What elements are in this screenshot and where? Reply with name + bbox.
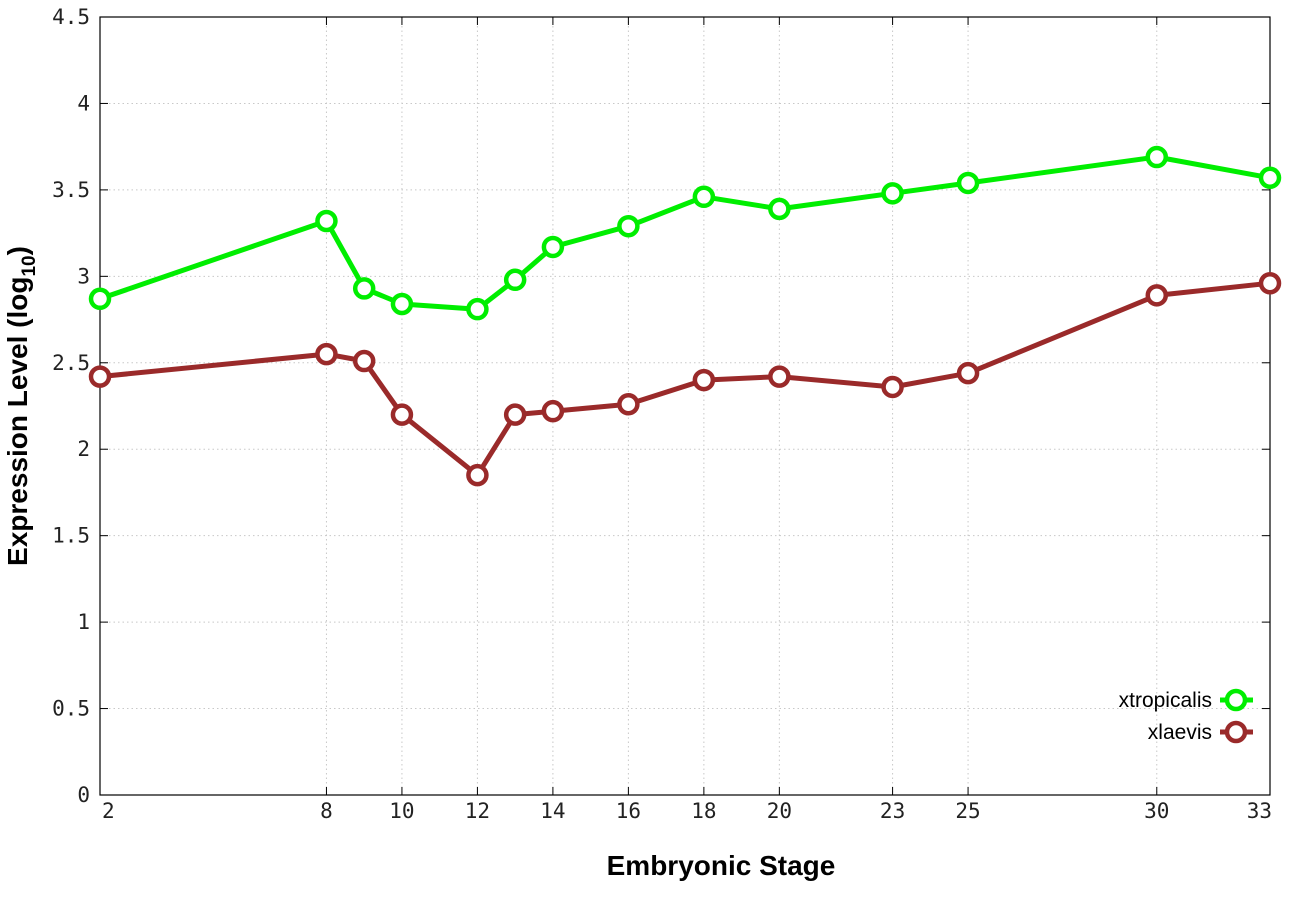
x-tick-label: 30 [1144,799,1169,823]
series-group [88,145,1282,487]
data-point-xtropicalis [466,297,489,321]
data-point-xlaevis [541,399,565,423]
data-point-xtropicalis [541,235,565,259]
data-point-xlaevis [503,403,527,426]
x-tick-label: 33 [1247,799,1272,823]
data-point-xtropicalis [768,197,791,221]
data-point-xtropicalis [692,185,716,209]
y-axis-title-close: ) [2,246,33,255]
data-point-xlaevis [692,368,716,392]
grid [100,17,1270,795]
data-point-xtropicalis [88,287,112,311]
y-tick-label: 1 [77,610,90,634]
legend-label: xtropicalis [1119,689,1212,712]
data-point-xtropicalis [617,214,640,238]
data-point-xtropicalis [352,277,376,300]
data-point-xtropicalis [1258,166,1282,190]
x-axis-title: Embryonic Stage [607,850,836,881]
data-point-xlaevis [88,365,112,388]
x-tick-label: 2 [102,799,115,823]
y-tick-label: 1.5 [52,524,90,548]
x-tick-label: 14 [540,799,565,823]
data-point-xlaevis [1145,284,1169,307]
data-point-xlaevis [315,342,338,366]
series-line-xtropicalis [99,154,1271,312]
data-point-xtropicalis [956,171,980,195]
legend-label: xlaevis [1148,721,1212,744]
legend-item-xlaevis: xlaevis [1148,720,1253,744]
y-tick-label: 3 [77,264,90,288]
x-tick-label: 25 [955,799,980,823]
data-point-xlaevis [1258,271,1282,295]
y-tick-label: 2 [77,437,90,461]
series-xtropicalis [88,145,1282,321]
x-tick-label: 18 [691,799,716,823]
x-tick-label: 12 [465,799,490,823]
axis-ticks: 2 8 10 12 14 16 18 20 23 25 30 33 0 0.5 1 1.5 2 2.5 3 3.5 4 4… [52,5,1272,823]
y-tick-label: 0 [77,783,90,807]
data-point-xlaevis [390,403,414,426]
y-tick-label: 4.5 [52,5,90,29]
series-line-xlaevis [99,280,1271,478]
y-tick-label: 4 [77,91,90,115]
y-axis-title-main: Expression Level (log [2,277,33,566]
data-point-xlaevis [466,463,489,487]
y-axis-title-subscript: 10 [19,255,40,276]
x-tick-label: 23 [880,799,905,823]
plot-frame [99,16,1271,796]
y-axis-title: Expression Level (log10) [2,246,40,566]
y-tick-label: 2.5 [52,351,90,375]
legend: xtropicalis xlaevis [1119,688,1253,744]
data-point-xlaevis [617,393,640,416]
data-point-xtropicalis [1145,145,1169,169]
series-xlaevis [88,271,1282,487]
x-tick-label: 8 [320,799,333,823]
data-point-xlaevis [881,375,904,399]
legend-marker-swatch [1224,720,1248,744]
data-point-xlaevis [768,365,791,388]
x-tick-label: 20 [767,799,792,823]
data-point-xtropicalis [315,209,338,233]
data-point-xlaevis [352,349,376,373]
x-tick-label: 16 [616,799,641,823]
legend-item-xtropicalis: xtropicalis [1119,688,1253,712]
x-tick-label: 10 [389,799,414,823]
y-tick-label: 3.5 [52,178,90,202]
data-point-xtropicalis [503,268,527,292]
data-point-xtropicalis [390,292,414,316]
legend-marker-swatch [1224,688,1248,712]
y-tick-label: 0.5 [52,697,90,721]
data-point-xtropicalis [881,182,904,205]
data-point-xlaevis [956,361,980,385]
